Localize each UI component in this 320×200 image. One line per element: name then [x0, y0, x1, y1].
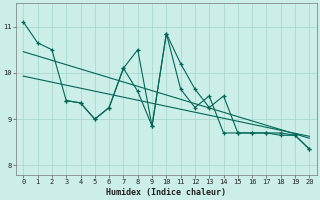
- X-axis label: Humidex (Indice chaleur): Humidex (Indice chaleur): [106, 188, 226, 197]
